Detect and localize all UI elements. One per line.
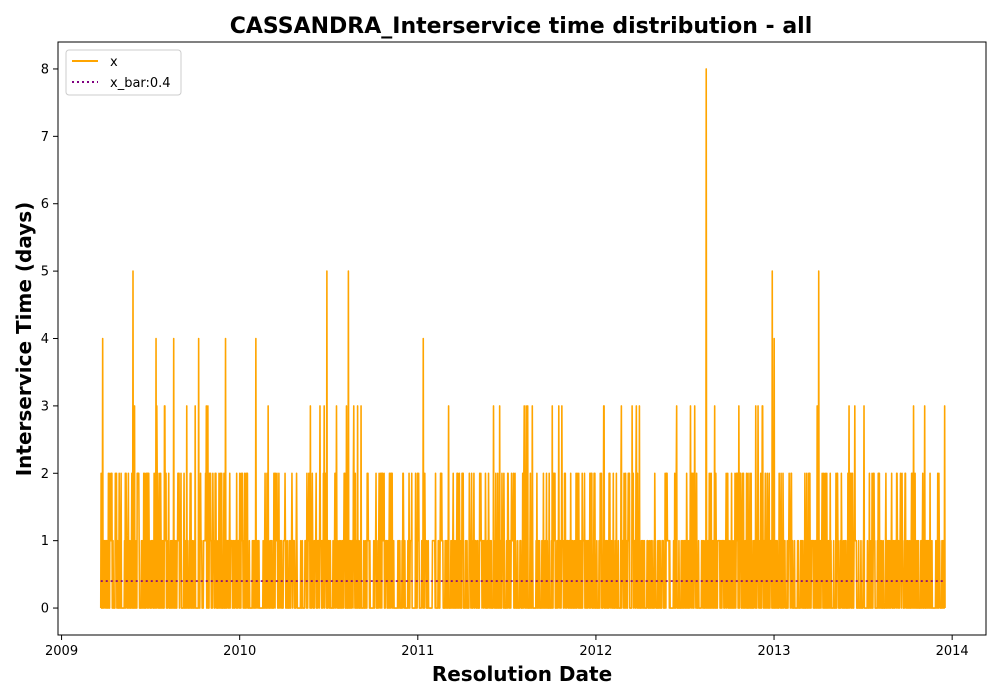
- legend-label-x: x: [110, 55, 118, 70]
- y-tick-label: 1: [41, 534, 49, 549]
- y-tick-label: 4: [41, 332, 49, 347]
- y-tick-label: 2: [41, 467, 49, 482]
- legend-label-xbar: x_bar:0.4: [110, 76, 171, 91]
- x-tick-label: 2011: [401, 644, 434, 659]
- y-tick-label: 3: [41, 399, 49, 414]
- y-tick-label: 0: [41, 602, 49, 617]
- legend: x x_bar:0.4: [65, 49, 182, 96]
- chart-title: CASSANDRA_Interservice time distribution…: [230, 14, 813, 39]
- y-tick-label: 7: [41, 130, 49, 145]
- x-axis-label: Resolution Date: [432, 662, 612, 686]
- series-line-x: [99, 68, 946, 609]
- y-tick-label: 5: [41, 265, 49, 280]
- x-tick-label: 2013: [757, 644, 790, 659]
- y-tick-label: 8: [41, 62, 49, 77]
- x-tick-label: 2009: [45, 644, 78, 659]
- x-tick-label: 2012: [579, 644, 612, 659]
- x-tick-label: 2014: [936, 644, 969, 659]
- y-tick-label: 6: [41, 197, 49, 212]
- x-tick-label: 2010: [223, 644, 256, 659]
- y-axis-label: Interservice Time (days): [12, 202, 36, 477]
